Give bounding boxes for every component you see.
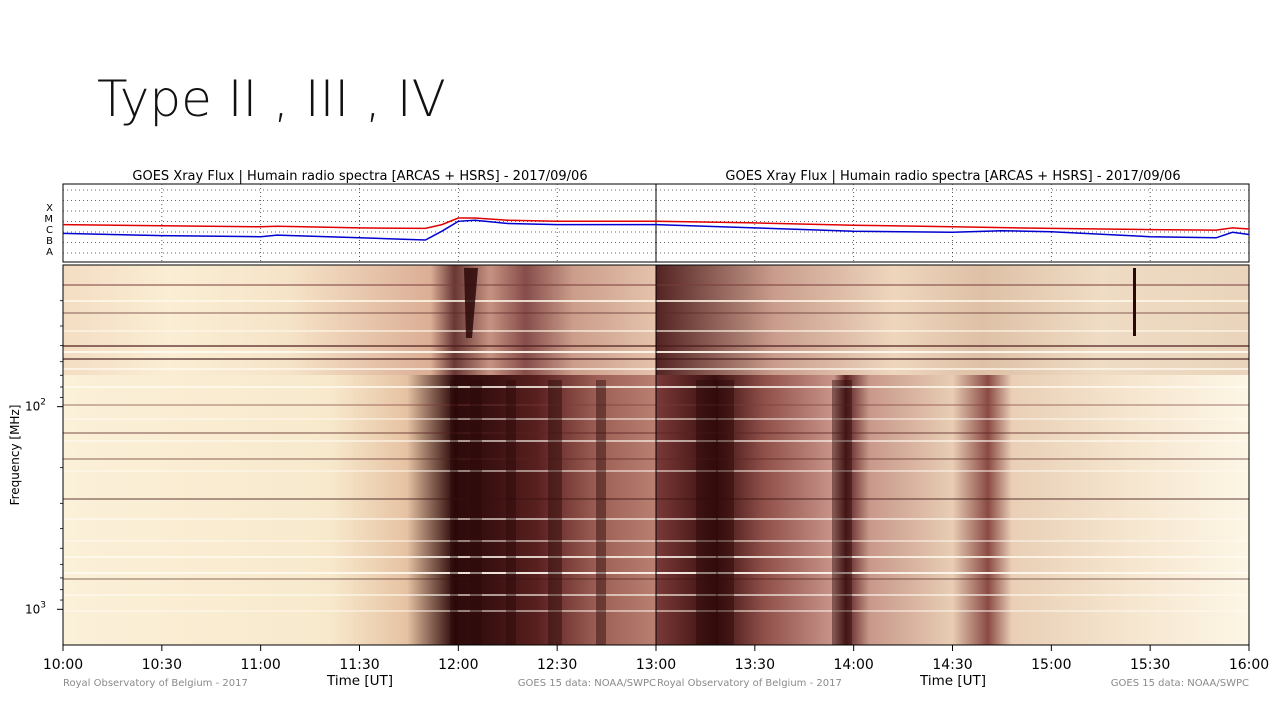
continuum-column xyxy=(696,380,718,645)
continuum-column xyxy=(506,380,516,645)
goes-panel-1 xyxy=(62,183,657,263)
continuum-column xyxy=(450,380,458,645)
type-iii-burst xyxy=(464,268,478,338)
y-axis-ticks: 102 103 xyxy=(25,300,63,616)
panel-2-title: GOES Xray Flux | Humain radio spectra [A… xyxy=(725,169,1180,184)
xray-level-A: A xyxy=(46,247,53,258)
xray-level-X: X xyxy=(46,203,53,214)
goes-short-curve xyxy=(655,223,1250,239)
x-tick-label: 13:00 xyxy=(636,657,676,673)
x-tick-label: 14:00 xyxy=(833,657,873,673)
goes-grid xyxy=(63,184,1249,262)
x-tick-label: 12:00 xyxy=(438,657,478,673)
x-tick-label: 15:30 xyxy=(1130,657,1170,673)
x-tick-label: 13:30 xyxy=(735,657,775,673)
x-axis-label-1: Time [UT] xyxy=(326,673,393,689)
xray-level-C: C xyxy=(46,225,53,236)
x-tick-label: 15:00 xyxy=(1031,657,1071,673)
xray-level-M: M xyxy=(44,214,53,225)
goes-long-curve xyxy=(655,220,1250,231)
spectrogram-panel-1 xyxy=(63,265,656,645)
x-tick-label: 10:00 xyxy=(43,657,83,673)
x-tick-label: 11:00 xyxy=(240,657,280,673)
goes-long-curve xyxy=(62,217,656,230)
credit-left-2: Royal Observatory of Belgium - 2017 xyxy=(657,678,842,689)
burst-streak xyxy=(1133,268,1136,336)
panel-1-title: GOES Xray Flux | Humain radio spectra [A… xyxy=(132,169,587,184)
x-tick-label: 16:00 xyxy=(1229,657,1269,673)
x-axis-ticks: 10:00 10:30 11:00 11:30 12:00 12:30 13:00 13:30… xyxy=(43,645,1269,673)
x-tick-label: 11:30 xyxy=(339,657,379,673)
y-axis-label: Frequency [MHz] xyxy=(8,405,22,506)
spectrogram-panel-2 xyxy=(656,265,1249,645)
xray-level-B: B xyxy=(46,236,53,247)
continuum-column xyxy=(832,380,852,645)
x-axis-label-2: Time [UT] xyxy=(919,673,986,689)
credit-right-1: GOES 15 data: NOAA/SWPC xyxy=(518,678,656,689)
credit-right-2: GOES 15 data: NOAA/SWPC xyxy=(1111,678,1249,689)
goes-curves xyxy=(62,217,1250,241)
credit-left-1: Royal Observatory of Belgium - 2017 xyxy=(63,678,248,689)
continuum-column xyxy=(716,380,734,645)
continuum-column xyxy=(548,380,562,645)
x-tick-label: 14:30 xyxy=(932,657,972,673)
y-tick-label: 102 xyxy=(25,398,46,414)
goes-short-curve xyxy=(62,219,656,241)
x-tick-label: 10:30 xyxy=(142,657,182,673)
y-tick-label: 103 xyxy=(25,600,46,616)
continuum-column xyxy=(470,380,482,645)
slide-title: Type II , III , IV xyxy=(97,70,446,128)
x-tick-label: 12:30 xyxy=(537,657,577,673)
continuum-column xyxy=(596,380,606,645)
